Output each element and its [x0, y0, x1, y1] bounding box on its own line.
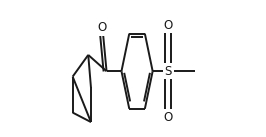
Text: O: O [98, 21, 107, 34]
Text: S: S [165, 65, 172, 78]
Text: O: O [164, 19, 173, 32]
Text: O: O [164, 111, 173, 124]
